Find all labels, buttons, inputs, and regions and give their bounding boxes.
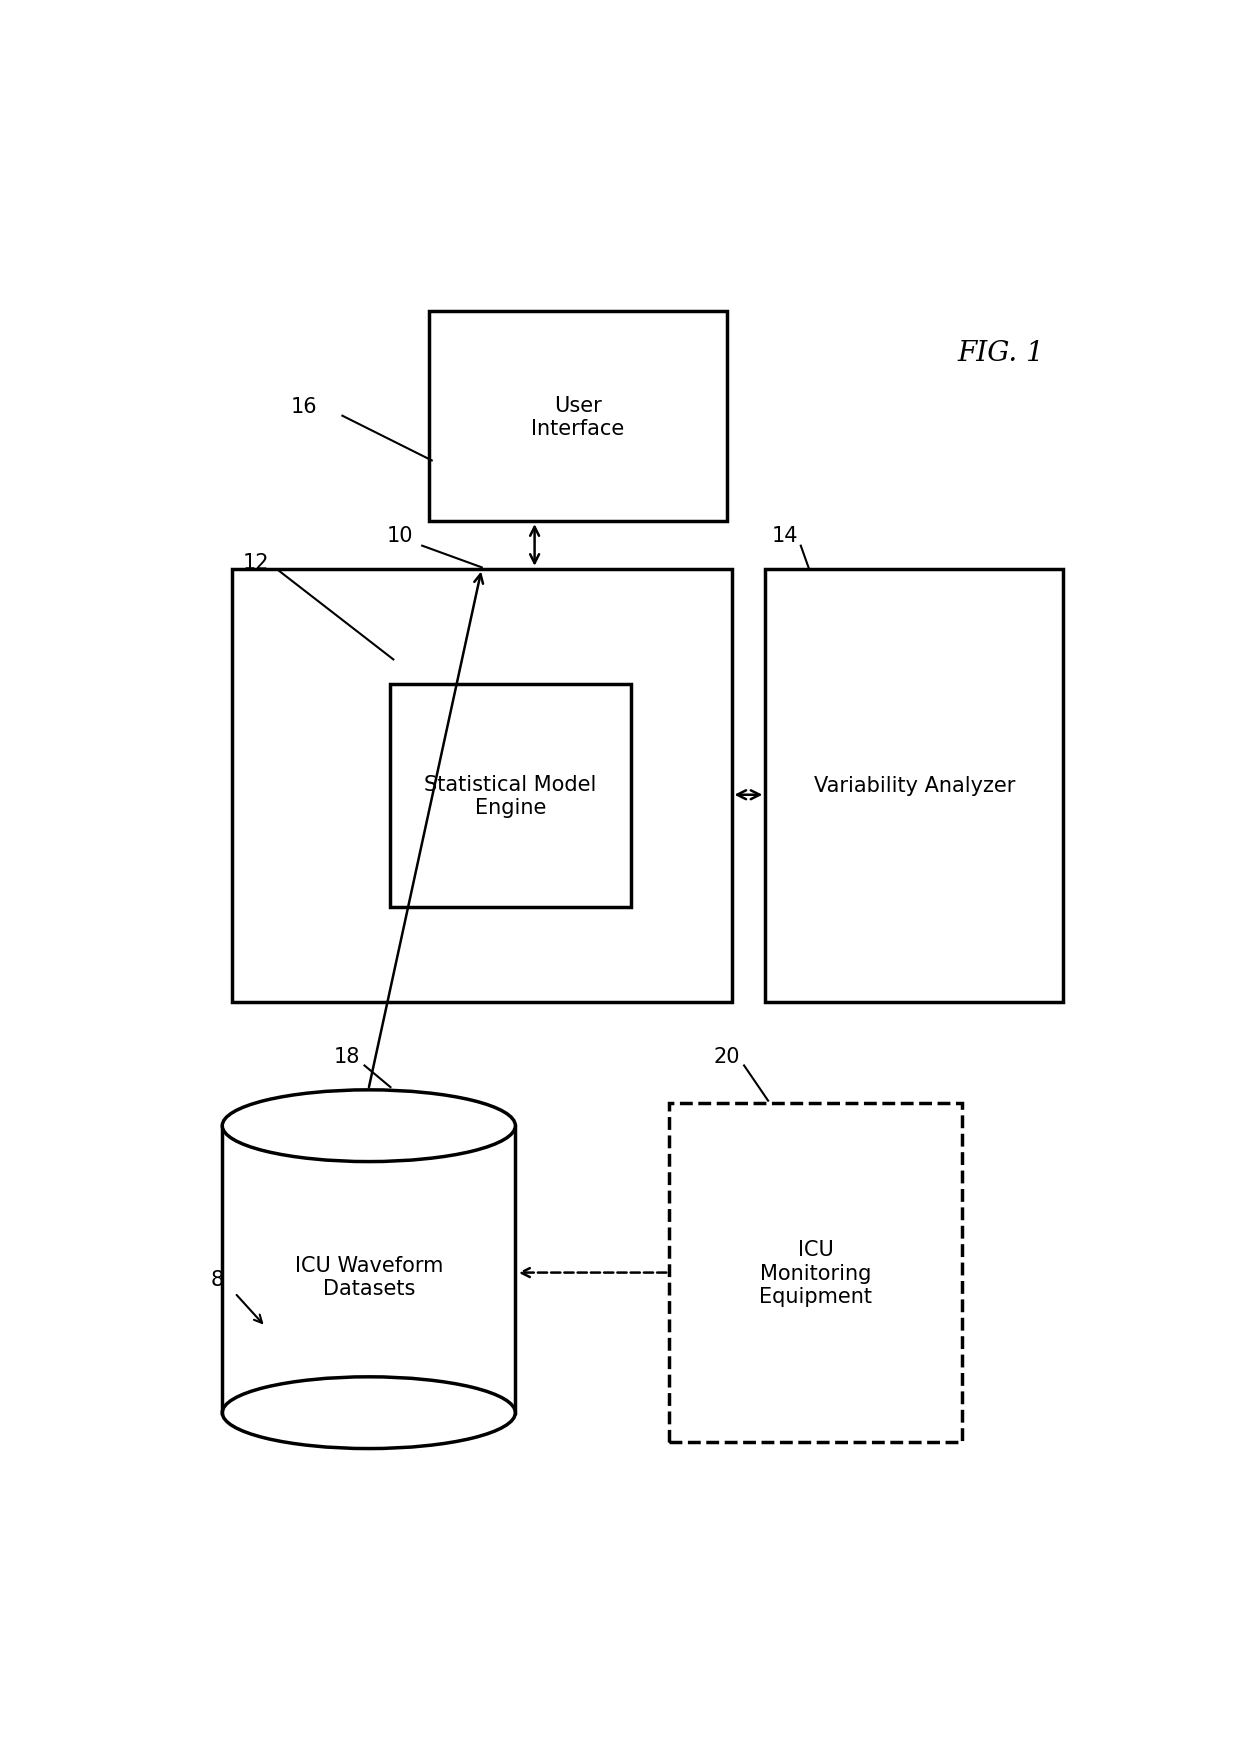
Text: ICU Waveform
Datasets: ICU Waveform Datasets — [295, 1254, 443, 1298]
Bar — [429, 313, 727, 522]
Text: 14: 14 — [771, 525, 797, 545]
Text: Statistical Model
Engine: Statistical Model Engine — [424, 775, 596, 817]
Bar — [670, 1103, 962, 1442]
Bar — [232, 569, 732, 1001]
Ellipse shape — [222, 1377, 516, 1450]
Text: 10: 10 — [387, 525, 413, 545]
Text: 8: 8 — [211, 1270, 224, 1290]
Text: 18: 18 — [334, 1047, 361, 1066]
Bar — [222, 1126, 516, 1413]
Text: 12: 12 — [243, 553, 269, 573]
Bar — [391, 683, 631, 908]
Text: 20: 20 — [713, 1047, 740, 1066]
Text: FIG. 1: FIG. 1 — [957, 339, 1044, 367]
Text: ICU
Monitoring
Equipment: ICU Monitoring Equipment — [759, 1240, 872, 1305]
Bar — [765, 569, 1063, 1001]
Text: WLST Decision
Analyzer: WLST Decision Analyzer — [404, 764, 559, 808]
Text: Variability Analyzer: Variability Analyzer — [813, 777, 1014, 796]
Text: User
Interface: User Interface — [531, 395, 625, 439]
Ellipse shape — [222, 1089, 516, 1161]
Text: 16: 16 — [290, 397, 317, 416]
